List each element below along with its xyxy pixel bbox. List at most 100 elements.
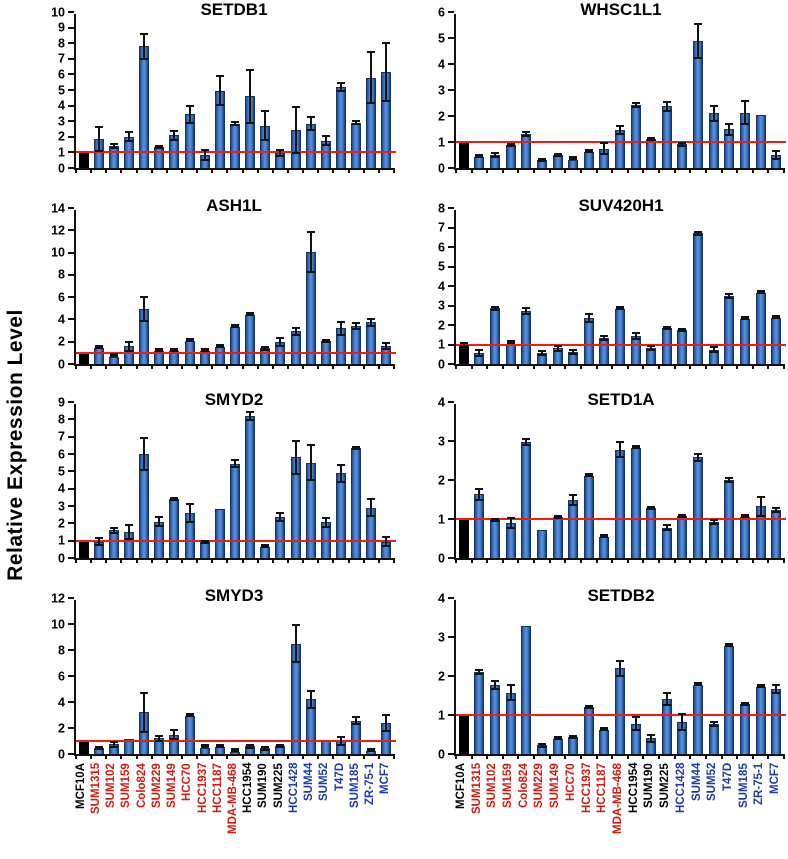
error-bar [772, 506, 781, 514]
error-bar [506, 339, 515, 344]
error-bar [491, 680, 500, 690]
error-bar [215, 743, 224, 748]
x-tick [611, 558, 614, 563]
y-tick-label: 8 [58, 642, 65, 657]
x-tick [211, 168, 214, 173]
x-tick [611, 364, 614, 369]
error-bar [231, 121, 239, 126]
y-tick [68, 522, 74, 525]
x-tick [256, 168, 259, 173]
error-bar [662, 691, 671, 706]
bar [521, 626, 532, 754]
plot-area: 0 2 4 6 8 10 12 [51, 592, 396, 760]
bar [260, 348, 271, 364]
error-bar [491, 518, 500, 523]
error-bar [246, 410, 255, 422]
y-tick [68, 318, 74, 321]
bar [351, 326, 362, 364]
error-bar [506, 517, 515, 529]
error-bar [109, 526, 118, 534]
error-bar [261, 543, 270, 548]
x-category-label: Colo824 [517, 763, 530, 808]
y-tick-label: 3 [438, 298, 445, 313]
chart-title: WHSC1L1 [580, 0, 662, 19]
y-tick-label: 6 [58, 446, 65, 461]
y-tick [68, 505, 74, 507]
x-category-label: SUM190 [643, 763, 656, 808]
bar [505, 343, 516, 364]
x-tick [377, 168, 380, 173]
x-tick [517, 168, 520, 173]
bar [583, 318, 594, 364]
y-tick-label: 8 [58, 412, 65, 427]
x-tick [673, 168, 676, 173]
error-bar [475, 154, 484, 159]
y-tick [448, 714, 454, 716]
y-tick-label: 0 [438, 356, 445, 371]
x-category-label: SUM149 [166, 763, 179, 808]
error-bar [740, 100, 749, 126]
x-tick [287, 754, 289, 759]
x-tick [470, 168, 473, 173]
x-tick [736, 364, 739, 369]
error-bar [678, 513, 687, 518]
error-bar [291, 440, 300, 475]
y-tick [68, 701, 74, 703]
y-tick [68, 623, 74, 625]
x-tick [501, 364, 504, 369]
bar [552, 517, 563, 558]
x-tick [150, 754, 153, 759]
x-tick [347, 558, 350, 563]
x-category-label: ZR-75-1 [753, 763, 766, 806]
error-bar [140, 692, 149, 733]
y-tick [68, 649, 74, 651]
error-bar [185, 502, 194, 524]
y-tick [448, 285, 454, 287]
error-bar [537, 157, 546, 162]
bar [521, 134, 532, 168]
x-tick [165, 168, 168, 173]
y-tick [68, 557, 74, 559]
plot-area: 0 1 2 3 4 5 6 7 8 9 10 [51, 6, 396, 174]
error-bar [569, 494, 578, 507]
error-bar [306, 689, 315, 710]
error-bar [321, 338, 330, 343]
x-category-label: ZR-75-1 [364, 763, 377, 806]
bar [290, 331, 301, 364]
y-tick [68, 753, 74, 755]
x-tick [595, 364, 598, 369]
y-tick-label: 5 [58, 464, 65, 479]
error-bar [600, 142, 609, 155]
x-tick [720, 168, 723, 173]
x-tick [767, 364, 770, 369]
y-tick-label: 2 [438, 472, 445, 487]
x-tick [736, 558, 739, 563]
x-tick [533, 754, 536, 759]
x-tick [181, 754, 183, 759]
x-tick [362, 364, 365, 369]
error-bar [94, 344, 103, 349]
y-tick-label: 1 [58, 145, 65, 160]
error-bar [584, 705, 593, 710]
bar [521, 442, 532, 558]
bar [630, 335, 641, 364]
error-bar [291, 105, 300, 154]
x-tick [501, 754, 504, 759]
y-tick [68, 470, 74, 473]
plot-area: 0 1 2 3 4 5 6 [438, 6, 786, 174]
y-tick [68, 296, 74, 299]
error-bar [600, 534, 609, 539]
x-tick [626, 558, 629, 563]
bar [630, 105, 641, 168]
error-bar [616, 659, 624, 677]
x-tick [658, 558, 661, 563]
chart-panel-3: ASH1L 0 2 4 6 8 10 12 14 [28, 196, 396, 388]
error-bar [170, 496, 179, 501]
x-tick [564, 364, 567, 369]
x-tick [377, 754, 380, 759]
error-bar [725, 122, 734, 136]
y-tick [68, 251, 74, 254]
x-tick [455, 168, 457, 173]
y-tick-label: 2 [438, 668, 445, 683]
y-tick-label: 10 [51, 616, 65, 631]
